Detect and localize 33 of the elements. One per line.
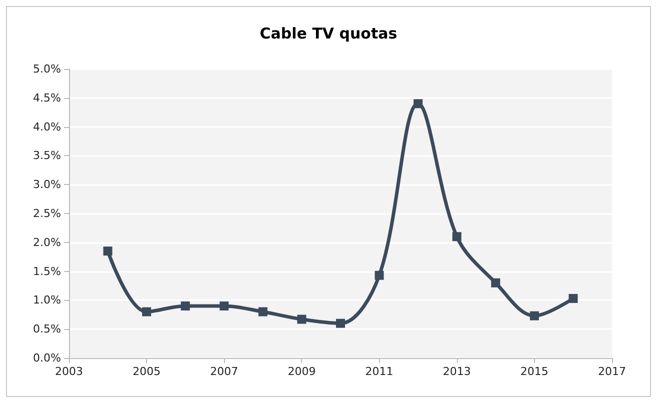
- y-tick-label: 0.0%: [33, 352, 61, 364]
- x-tick-label: 2007: [210, 365, 238, 378]
- y-tick-label: 2.5%: [33, 207, 61, 220]
- y-tick-label: 2.0%: [33, 236, 61, 249]
- x-tick-label: 2013: [442, 365, 471, 378]
- y-tick-label: 3.5%: [33, 149, 61, 162]
- point: [414, 99, 423, 108]
- y-tick-label: 5.0%: [33, 62, 61, 76]
- y-tick-label: 4.5%: [33, 91, 61, 104]
- point: [297, 314, 306, 324]
- point: [568, 294, 578, 303]
- point: [180, 301, 190, 310]
- point: [452, 232, 462, 242]
- y-tick-label: 3.0%: [33, 178, 61, 192]
- x-tick-label: 2017: [598, 365, 626, 378]
- y-tick-label: 1.5%: [33, 264, 61, 278]
- point: [103, 246, 112, 256]
- x-tick-label: 2009: [288, 365, 316, 378]
- x-tick-label: 2015: [520, 365, 548, 378]
- x-tick-label: 2011: [365, 365, 394, 378]
- y-tick-label: 4.0%: [33, 120, 61, 134]
- point: [142, 307, 152, 316]
- y-tick-label: 0.5%: [33, 322, 61, 336]
- point: [336, 318, 345, 328]
- x-tick-label: 2003: [55, 365, 83, 378]
- point: [491, 278, 500, 288]
- chart-title: Cable TV quotas: [260, 24, 398, 42]
- point: [374, 270, 384, 280]
- x-tick-label: 2005: [132, 365, 161, 378]
- point: [220, 301, 229, 310]
- y-tick-label: 1.0%: [33, 294, 61, 307]
- point: [530, 311, 539, 320]
- point: [258, 307, 268, 316]
